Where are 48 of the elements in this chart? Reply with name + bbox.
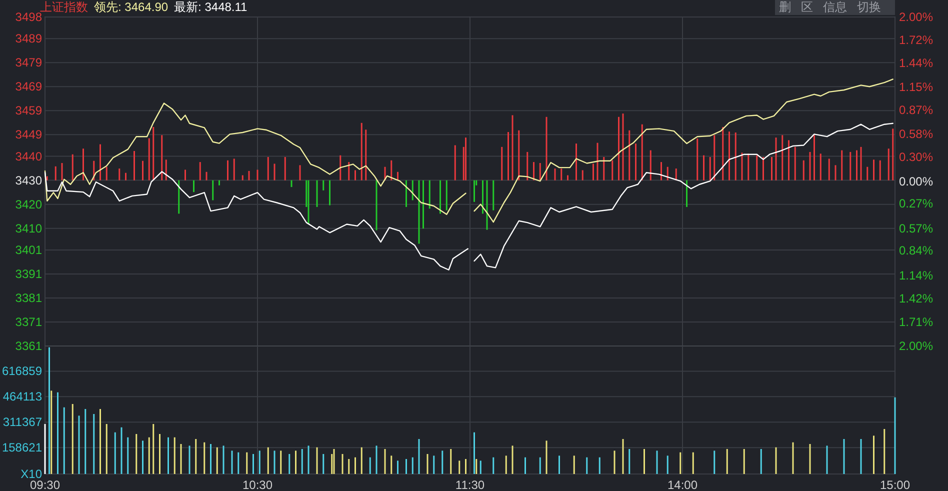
y-tick-label: 3391 [15, 266, 42, 281]
y-tick-label: 158621 [2, 440, 42, 455]
y-tick-label: 3489 [15, 32, 42, 46]
text: 0.00% [899, 174, 934, 188]
text: 2.00% [899, 339, 934, 353]
y-tick-label: 3410 [15, 221, 42, 236]
y-tick-label: 3401 [15, 242, 42, 257]
text: 1.44% [899, 56, 934, 70]
x-tick-label: 15:00 [880, 478, 910, 491]
y-tick-label: 3459 [15, 104, 42, 118]
y-tick-label: 3449 [15, 128, 42, 142]
text: 0.27% [899, 196, 934, 211]
y-tick-label: 3498 [15, 10, 42, 24]
x-tick-label: 09:30 [30, 478, 60, 491]
y-tick-label: 3361 [15, 339, 42, 353]
text: 1.15% [899, 80, 934, 94]
text: 1.42% [899, 291, 934, 306]
x-tick-label: 11:30 [455, 478, 485, 491]
line-series [44, 102, 466, 215]
text: 最新: 3448.11 [174, 0, 248, 14]
y-tick-label: 3430 [15, 173, 42, 188]
y-tick-label: 464113 [2, 390, 42, 404]
text: 删 [779, 0, 791, 14]
text: 信息 [823, 0, 847, 14]
y-tick-label: 616859 [2, 364, 42, 378]
text: 0.30% [899, 150, 934, 164]
text: 区 [801, 0, 813, 14]
x-tick-label: 14:00 [667, 478, 698, 491]
y-tick-label: 3381 [15, 290, 42, 305]
text: 1.72% [899, 33, 934, 48]
text: 1.71% [899, 315, 934, 330]
text: 0.57% [899, 221, 934, 236]
chart-title: 上证指数 [40, 0, 88, 14]
text: 0.58% [899, 126, 934, 141]
x-tick-label: 10:30 [242, 478, 273, 491]
y-tick-label: 3371 [15, 314, 42, 329]
y-tick-label: 3420 [15, 197, 42, 212]
text: 0.84% [899, 244, 934, 258]
y-tick-label: 3479 [15, 56, 42, 70]
y-tick-label: X10 [20, 467, 42, 481]
y-tick-label: 311367 [2, 415, 42, 430]
text: 切换 [857, 0, 881, 14]
y-tick-label: 3469 [15, 80, 42, 94]
text: 领先: 3464.90 [94, 0, 168, 14]
text: 1.14% [899, 268, 934, 282]
y-tick-label: 3440 [15, 149, 42, 164]
text: 2.00% [899, 10, 934, 24]
text: 0.87% [899, 102, 934, 117]
